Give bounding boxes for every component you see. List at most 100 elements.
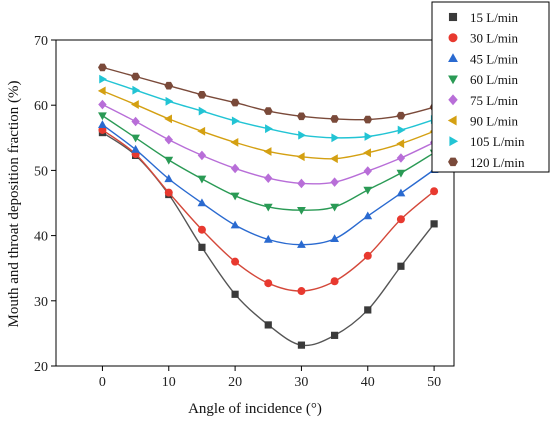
data-point [297, 178, 306, 189]
series-8 [98, 63, 439, 124]
data-point [164, 188, 173, 197]
legend-label: 45 L/min [470, 51, 519, 66]
data-point [98, 120, 107, 128]
data-point [430, 220, 438, 228]
legend-marker [448, 157, 458, 167]
legend-item: 15 L/min [448, 10, 519, 25]
data-point [197, 225, 206, 234]
data-point [297, 287, 306, 296]
y-tick-label: 50 [34, 164, 48, 179]
legend-marker [448, 94, 458, 106]
x-tick-label: 40 [361, 375, 375, 390]
data-point [297, 341, 306, 349]
data-point [263, 147, 272, 156]
x-tick-label: 10 [162, 375, 176, 390]
data-point [131, 116, 140, 127]
axis-ticks: 0 10 20 30 40 50 20 30 40 50 60 70 [34, 34, 441, 390]
data-point [97, 86, 106, 96]
legend-item: 60 L/min [448, 72, 519, 87]
data-point [363, 186, 373, 195]
legend-marker [448, 12, 458, 22]
legend-item: 30 L/min [448, 31, 519, 46]
legend-marker [448, 33, 458, 43]
x-tick-label: 0 [99, 375, 106, 390]
legend-item: 45 L/min [448, 51, 519, 66]
data-point [164, 81, 174, 90]
data-point [230, 220, 240, 229]
data-point [263, 203, 273, 212]
plot-frame [55, 39, 455, 367]
legend-item: 120 L/min [448, 155, 525, 170]
legend-label: 60 L/min [470, 72, 519, 87]
data-point [198, 243, 206, 251]
data-point [363, 166, 372, 176]
data-point [430, 187, 439, 196]
data-point [98, 63, 107, 72]
data-point [363, 211, 373, 220]
data-point [131, 100, 139, 109]
data-point [132, 85, 141, 95]
legend-item: 75 L/min [448, 93, 519, 108]
data-point [397, 262, 405, 270]
data-point [98, 125, 107, 134]
data-point [331, 133, 340, 143]
data-point [363, 251, 372, 260]
y-tick-label: 20 [34, 360, 48, 375]
data-point [131, 144, 140, 153]
data-point [197, 90, 207, 99]
data-point [264, 321, 272, 329]
data-point [298, 130, 307, 140]
data-point [396, 215, 405, 224]
series-line [102, 124, 435, 246]
x-tick-label: 20 [228, 375, 242, 390]
x-tick-label: 30 [294, 375, 308, 390]
data-point [197, 150, 207, 161]
series-layer [97, 63, 439, 349]
data-point [264, 279, 273, 288]
data-point [164, 134, 173, 145]
data-point [231, 116, 240, 126]
data-point [230, 137, 239, 147]
data-point [396, 169, 406, 178]
legend-label: 90 L/min [470, 114, 519, 129]
data-point [331, 331, 339, 339]
legend-item: 105 L/min [449, 134, 525, 149]
legend-label: 105 L/min [470, 134, 525, 149]
legend-item: 90 L/min [447, 114, 519, 129]
data-point [230, 163, 240, 174]
data-point [197, 175, 207, 184]
legend-label: 15 L/min [470, 10, 519, 25]
legend-marker [447, 115, 457, 126]
data-point [363, 115, 373, 124]
data-point [265, 124, 273, 134]
data-point [165, 96, 174, 106]
y-tick-label: 30 [34, 295, 48, 310]
data-point [98, 112, 107, 121]
series-4 [98, 112, 439, 215]
data-point [363, 148, 371, 158]
data-point [164, 174, 174, 183]
data-point [98, 99, 107, 110]
data-point [131, 72, 140, 81]
data-point [397, 125, 406, 135]
data-point [396, 139, 405, 149]
data-point [297, 240, 306, 248]
data-point [330, 115, 339, 123]
data-point [396, 111, 406, 120]
data-point [263, 234, 273, 243]
data-point [99, 74, 108, 84]
data-point [198, 106, 207, 116]
data-point [297, 206, 306, 215]
data-point [396, 188, 406, 197]
x-axis-title: Angle of incidence (°) [188, 401, 322, 417]
data-point [330, 154, 338, 164]
x-tick-label: 50 [427, 375, 441, 390]
series-6 [97, 86, 438, 164]
data-point [296, 152, 305, 162]
legend-marker [448, 75, 458, 85]
legend-label: 120 L/min [470, 155, 525, 170]
data-point [231, 257, 240, 266]
legend: 15 L/min 30 L/min 45 L/min 60 L/min 75 L/min… [431, 1, 550, 173]
y-axis-title: Mouth and throat deposition fraction (%) [6, 80, 22, 327]
